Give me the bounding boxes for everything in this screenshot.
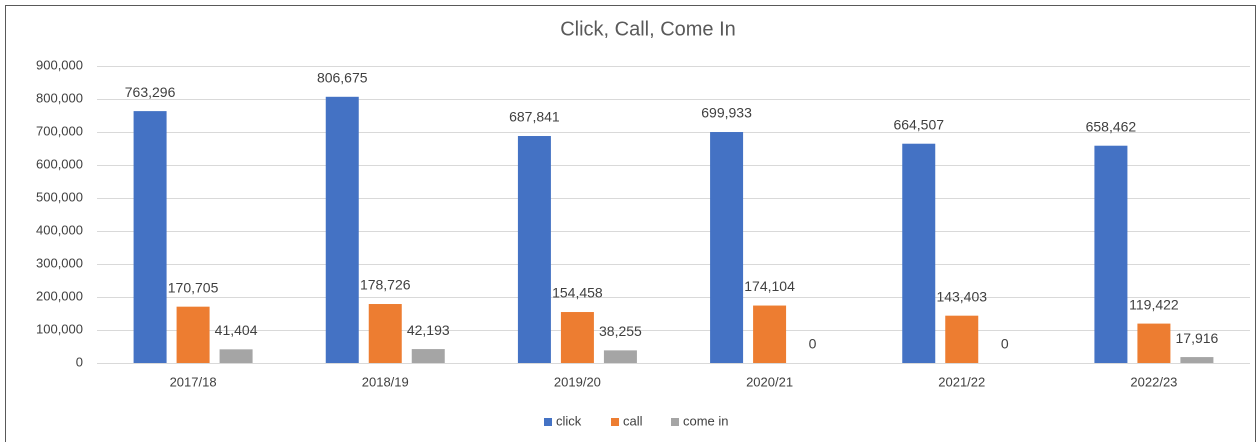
y-tick-label: 700,000 bbox=[36, 123, 83, 138]
legend-label: call bbox=[623, 413, 643, 428]
data-label: 0 bbox=[1001, 336, 1009, 352]
data-label: 763,296 bbox=[125, 84, 176, 100]
bar bbox=[326, 97, 359, 363]
y-tick-label: 400,000 bbox=[36, 222, 83, 237]
data-label: 42,193 bbox=[407, 322, 450, 338]
bar bbox=[1137, 324, 1170, 363]
bar bbox=[753, 306, 786, 363]
data-label: 658,462 bbox=[1086, 118, 1137, 134]
bar bbox=[220, 349, 253, 363]
bar bbox=[134, 111, 167, 363]
data-label: 0 bbox=[809, 336, 817, 352]
data-label: 143,403 bbox=[936, 288, 987, 304]
x-tick-label: 2017/18 bbox=[170, 374, 217, 389]
y-tick-label: 300,000 bbox=[36, 255, 83, 270]
data-label: 174,104 bbox=[744, 278, 795, 294]
bar bbox=[412, 349, 445, 363]
data-label: 178,726 bbox=[360, 277, 411, 293]
y-tick-label: 0 bbox=[76, 354, 83, 369]
bar bbox=[710, 132, 743, 363]
bar bbox=[1180, 357, 1213, 363]
y-tick-label: 900,000 bbox=[36, 57, 83, 72]
legend-swatch bbox=[671, 418, 679, 426]
legend-swatch bbox=[544, 418, 552, 426]
chart: Click, Call, Come In 0 100,000 200,000 300,… bbox=[0, 0, 1259, 442]
data-label: 664,507 bbox=[893, 116, 944, 132]
legend-swatch bbox=[611, 418, 619, 426]
data-label: 38,255 bbox=[599, 323, 642, 339]
chart-title: Click, Call, Come In bbox=[560, 18, 736, 40]
data-label: 170,705 bbox=[168, 279, 219, 295]
data-label: 806,675 bbox=[317, 70, 368, 86]
x-tick-label: 2019/20 bbox=[554, 374, 601, 389]
data-label: 119,422 bbox=[1129, 296, 1179, 312]
data-label: 687,841 bbox=[509, 109, 560, 125]
data-label: 699,933 bbox=[701, 105, 752, 121]
bar bbox=[902, 144, 935, 363]
legend-label: click bbox=[556, 413, 582, 428]
legend-label: come in bbox=[683, 413, 729, 428]
x-tick-label: 2018/19 bbox=[362, 374, 409, 389]
bar bbox=[561, 312, 594, 363]
x-tick-label: 2022/23 bbox=[1130, 374, 1177, 389]
x-tick-label: 2021/22 bbox=[938, 374, 985, 389]
y-tick-label: 500,000 bbox=[36, 189, 83, 204]
bar bbox=[177, 307, 210, 363]
bar bbox=[518, 136, 551, 363]
bar bbox=[1094, 146, 1127, 363]
y-tick-label: 800,000 bbox=[36, 90, 83, 105]
y-tick-label: 200,000 bbox=[36, 288, 83, 303]
y-tick-label: 100,000 bbox=[36, 321, 83, 336]
data-label: 17,916 bbox=[1176, 330, 1219, 346]
data-label: 41,404 bbox=[215, 322, 258, 338]
x-tick-label: 2020/21 bbox=[746, 374, 793, 389]
bar bbox=[369, 304, 402, 363]
data-label: 154,458 bbox=[552, 285, 603, 301]
y-tick-label: 600,000 bbox=[36, 156, 83, 171]
bar bbox=[604, 350, 637, 363]
bar bbox=[945, 316, 978, 363]
